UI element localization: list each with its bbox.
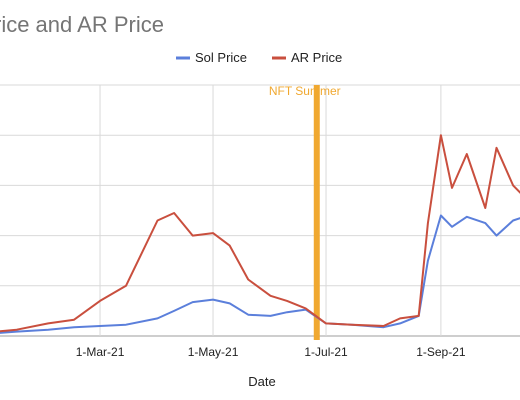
x-tick-label: 1-Sep-21 — [416, 345, 466, 359]
annotation-marker — [313, 85, 320, 340]
annotation-label: NFT Summer — [269, 84, 341, 98]
legend-item-sol-price-label: Sol Price — [195, 50, 247, 65]
legend-item-ar-price-label: AR Price — [291, 50, 342, 65]
series-line-ar-price — [0, 134, 520, 333]
x-tick-label: 1-Mar-21 — [76, 345, 125, 359]
gridlines — [0, 84, 520, 337]
x-tick-label: 1-Jul-21 — [304, 345, 348, 359]
annotation-band: NFT Summer — [269, 84, 341, 340]
x-tick-label: 1-May-21 — [188, 345, 239, 359]
x-axis-label: Date — [248, 374, 275, 389]
series-line-sol-price — [0, 214, 520, 334]
chart-title: rice and AR Price — [0, 12, 164, 37]
x-axis-ticks: 1-Mar-211-May-211-Jul-211-Sep-211 — [76, 345, 466, 359]
legend: Sol Price AR Price — [176, 50, 342, 65]
series-group — [0, 134, 520, 334]
